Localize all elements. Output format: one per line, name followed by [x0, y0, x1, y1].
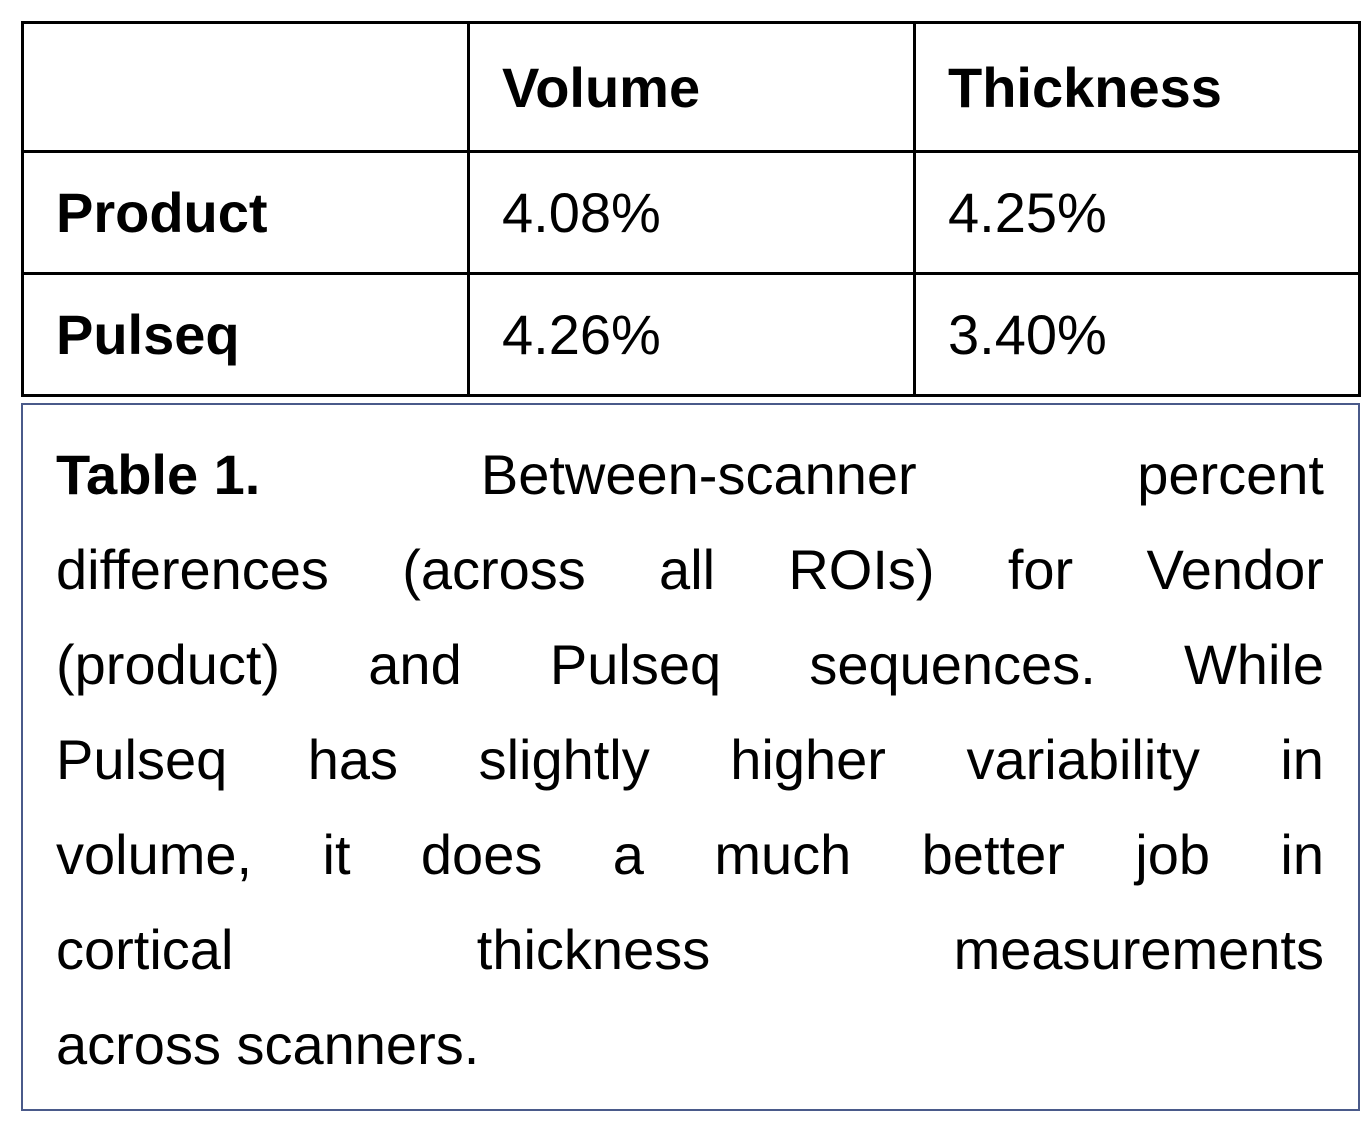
caption-line: Table 1. Between-scanner percent [56, 427, 1324, 522]
table-cell: 4.25% [913, 150, 1361, 275]
table-row: Pulseq 4.26% 3.40% [21, 272, 1361, 397]
header-cell: Volume [467, 21, 916, 153]
table-cell: 3.40% [913, 272, 1361, 397]
table-row: Product 4.08% 4.25% [21, 150, 1361, 275]
row-label: Product [21, 150, 470, 275]
caption-box: Table 1. Between-scanner percent difference… [21, 403, 1360, 1111]
caption-line: differences (across all ROIs) for Vendor [56, 538, 1324, 601]
caption-label: Table 1. [56, 443, 261, 506]
header-row: Volume Thickness [21, 21, 1361, 153]
caption-line: volume, it does a much better job in [56, 823, 1324, 886]
caption-line: (product) and Pulseq sequences. While [56, 633, 1324, 696]
header-cell: Thickness [913, 21, 1361, 153]
data-table: Volume Thickness Product 4.08% 4.25% Pulseq 4.… [21, 21, 1361, 397]
header-cell [21, 21, 470, 153]
caption-line: Pulseq has slightly higher variability in [56, 728, 1324, 791]
table-cell: 4.26% [467, 272, 916, 397]
table-cell: 4.08% [467, 150, 916, 275]
row-label: Pulseq [21, 272, 470, 397]
caption-line: across scanners. [56, 1013, 480, 1076]
caption-line: cortical thickness measurements [56, 918, 1324, 981]
